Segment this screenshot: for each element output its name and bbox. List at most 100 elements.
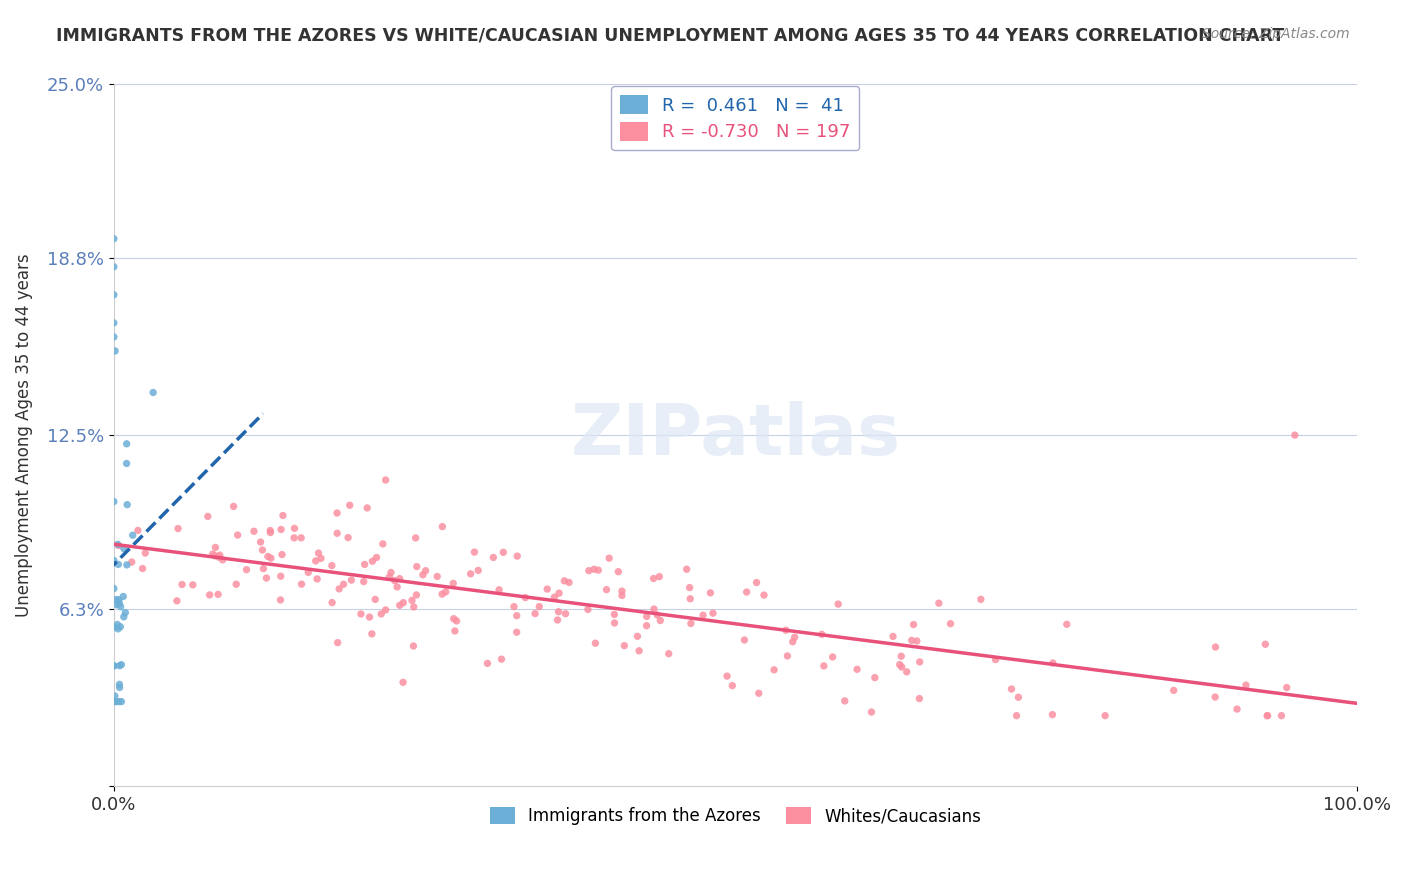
Whites/Caucasians xyxy=(675,562,697,576)
Whites/Caucasians xyxy=(259,525,281,540)
Whites/Caucasians xyxy=(208,550,231,565)
Whites/Caucasians xyxy=(270,569,292,583)
Whites/Caucasians xyxy=(503,599,526,614)
Whites/Caucasians xyxy=(636,609,658,624)
Whites/Caucasians xyxy=(745,575,768,590)
Whites/Caucasians xyxy=(598,551,620,566)
Whites/Caucasians xyxy=(1042,707,1064,722)
Whites/Caucasians xyxy=(890,649,912,664)
Whites/Caucasians xyxy=(763,663,786,677)
Whites/Caucasians xyxy=(863,671,886,685)
Whites/Caucasians xyxy=(536,582,558,596)
Whites/Caucasians xyxy=(492,545,515,559)
Whites/Caucasians xyxy=(643,572,665,586)
Whites/Caucasians xyxy=(371,537,394,551)
Whites/Caucasians xyxy=(547,605,569,619)
Whites/Caucasians xyxy=(257,549,280,564)
Immigrants from the Azores xyxy=(142,385,165,400)
Immigrants from the Azores xyxy=(108,695,131,709)
Immigrants from the Azores xyxy=(104,343,127,358)
Whites/Caucasians xyxy=(524,607,547,621)
Whites/Caucasians xyxy=(748,686,770,700)
Whites/Caucasians xyxy=(610,584,633,599)
Whites/Caucasians xyxy=(810,627,832,641)
Whites/Caucasians xyxy=(783,630,806,644)
Immigrants from the Azores xyxy=(112,610,135,624)
Whites/Caucasians xyxy=(603,607,626,622)
Whites/Caucasians xyxy=(515,591,537,605)
Whites/Caucasians xyxy=(1226,702,1249,716)
Whites/Caucasians xyxy=(198,588,221,602)
Whites/Caucasians xyxy=(506,549,529,563)
Whites/Caucasians xyxy=(259,524,281,538)
Whites/Caucasians xyxy=(699,586,721,600)
Whites/Caucasians xyxy=(752,588,775,602)
Whites/Caucasians xyxy=(1284,428,1306,442)
Immigrants from the Azores xyxy=(103,232,125,246)
Immigrants from the Azores xyxy=(108,592,131,607)
Immigrants from the Azores xyxy=(103,659,125,673)
Whites/Caucasians xyxy=(392,675,415,690)
Whites/Caucasians xyxy=(222,500,245,514)
Whites/Caucasians xyxy=(776,648,799,663)
Whites/Caucasians xyxy=(405,531,427,545)
Immigrants from the Azores xyxy=(110,620,132,634)
Whites/Caucasians xyxy=(610,589,633,603)
Whites/Caucasians xyxy=(412,567,434,582)
Whites/Caucasians xyxy=(658,647,681,661)
Whites/Caucasians xyxy=(328,582,350,596)
Whites/Caucasians xyxy=(716,669,738,683)
Whites/Caucasians xyxy=(167,522,190,536)
Whites/Caucasians xyxy=(1042,656,1064,670)
Immigrants from the Azores xyxy=(103,695,125,709)
Whites/Caucasians xyxy=(506,608,529,623)
Whites/Caucasians xyxy=(692,608,714,623)
Whites/Caucasians xyxy=(821,649,844,664)
Whites/Caucasians xyxy=(890,660,912,674)
Whites/Caucasians xyxy=(1163,683,1185,698)
Whites/Caucasians xyxy=(463,545,485,559)
Whites/Caucasians xyxy=(170,577,193,591)
Immigrants from the Azores xyxy=(112,590,135,604)
Whites/Caucasians xyxy=(127,524,149,538)
Immigrants from the Azores xyxy=(110,657,132,672)
Whites/Caucasians xyxy=(882,630,904,644)
Whites/Caucasians xyxy=(491,652,513,666)
Whites/Caucasians xyxy=(443,612,465,626)
Whites/Caucasians xyxy=(297,566,319,580)
Immigrants from the Azores xyxy=(104,592,127,607)
Immigrants from the Azores xyxy=(107,622,129,636)
Immigrants from the Azores xyxy=(103,658,125,673)
Whites/Caucasians xyxy=(1204,640,1226,654)
Whites/Caucasians xyxy=(939,616,962,631)
Whites/Caucasians xyxy=(339,498,361,512)
Whites/Caucasians xyxy=(249,535,271,549)
Whites/Caucasians xyxy=(388,572,411,586)
Whites/Caucasians xyxy=(775,623,797,637)
Whites/Caucasians xyxy=(326,526,349,541)
Whites/Caucasians xyxy=(350,607,373,621)
Whites/Caucasians xyxy=(702,606,724,620)
Immigrants from the Azores xyxy=(104,689,127,703)
Whites/Caucasians xyxy=(252,561,274,575)
Whites/Caucasians xyxy=(543,590,565,604)
Whites/Caucasians xyxy=(332,577,354,591)
Immigrants from the Azores xyxy=(105,598,128,612)
Whites/Caucasians xyxy=(813,659,835,673)
Whites/Caucasians xyxy=(271,548,294,562)
Whites/Caucasians xyxy=(269,593,291,607)
Whites/Caucasians xyxy=(860,705,883,719)
Whites/Caucasians xyxy=(359,610,381,624)
Whites/Caucasians xyxy=(607,565,630,579)
Whites/Caucasians xyxy=(326,506,349,520)
Whites/Caucasians xyxy=(613,639,636,653)
Immigrants from the Azores xyxy=(115,457,138,471)
Whites/Caucasians xyxy=(679,616,702,631)
Whites/Caucasians xyxy=(583,636,606,650)
Text: IMMIGRANTS FROM THE AZORES VS WHITE/CAUCASIAN UNEMPLOYMENT AMONG AGES 35 TO 44 Y: IMMIGRANTS FROM THE AZORES VS WHITE/CAUC… xyxy=(56,27,1285,45)
Whites/Caucasians xyxy=(558,575,581,590)
Immigrants from the Azores xyxy=(107,558,129,572)
Immigrants from the Azores xyxy=(108,677,131,691)
Whites/Caucasians xyxy=(678,581,700,595)
Whites/Caucasians xyxy=(353,558,375,572)
